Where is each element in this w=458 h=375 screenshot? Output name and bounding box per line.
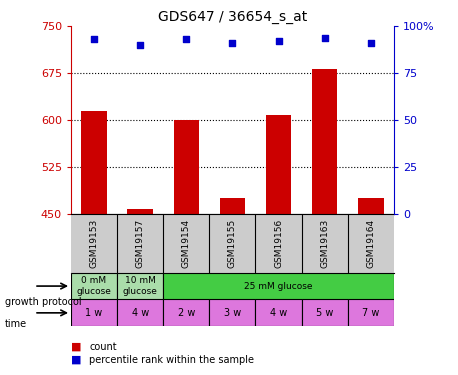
Text: growth protocol: growth protocol	[5, 297, 81, 307]
Text: 3 w: 3 w	[224, 308, 241, 318]
Text: 25 mM glucose: 25 mM glucose	[244, 282, 313, 291]
Point	[136, 42, 144, 48]
Bar	[117, 300, 163, 326]
Text: GSM19164: GSM19164	[366, 219, 375, 268]
Point	[367, 40, 375, 46]
Text: count: count	[89, 342, 117, 352]
Text: GSM19153: GSM19153	[90, 219, 98, 268]
Bar	[312, 69, 338, 214]
Text: 2 w: 2 w	[178, 308, 195, 318]
Bar	[71, 273, 117, 300]
Text: percentile rank within the sample: percentile rank within the sample	[89, 355, 254, 365]
Bar	[82, 111, 107, 214]
Text: 7 w: 7 w	[362, 308, 380, 318]
Bar	[174, 120, 199, 214]
Bar	[163, 300, 209, 326]
Bar	[302, 300, 348, 326]
Text: 1 w: 1 w	[86, 308, 103, 318]
Bar	[358, 198, 383, 214]
Bar	[209, 300, 256, 326]
Bar	[117, 273, 163, 300]
Bar	[348, 300, 394, 326]
Text: GSM19163: GSM19163	[320, 219, 329, 268]
Text: 4 w: 4 w	[270, 308, 287, 318]
Text: GSM19154: GSM19154	[182, 219, 191, 268]
Bar	[256, 300, 302, 326]
Point	[90, 36, 98, 42]
Text: ■: ■	[71, 355, 82, 365]
Text: GSM19156: GSM19156	[274, 219, 283, 268]
Text: 5 w: 5 w	[316, 308, 333, 318]
Bar	[71, 300, 117, 326]
Text: 10 mM
glucose: 10 mM glucose	[123, 276, 158, 296]
Text: ■: ■	[71, 342, 82, 352]
Bar	[266, 115, 291, 214]
Text: 4 w: 4 w	[131, 308, 149, 318]
Point	[321, 34, 328, 40]
Title: GDS647 / 36654_s_at: GDS647 / 36654_s_at	[158, 10, 307, 24]
Point	[183, 36, 190, 42]
Text: 0 mM
glucose: 0 mM glucose	[76, 276, 111, 296]
Text: GSM19155: GSM19155	[228, 219, 237, 268]
Point	[229, 40, 236, 46]
Bar	[127, 209, 153, 214]
Bar	[163, 273, 394, 300]
Text: time: time	[5, 320, 27, 329]
Bar	[220, 198, 245, 214]
Text: GSM19157: GSM19157	[136, 219, 145, 268]
Point	[275, 38, 282, 44]
